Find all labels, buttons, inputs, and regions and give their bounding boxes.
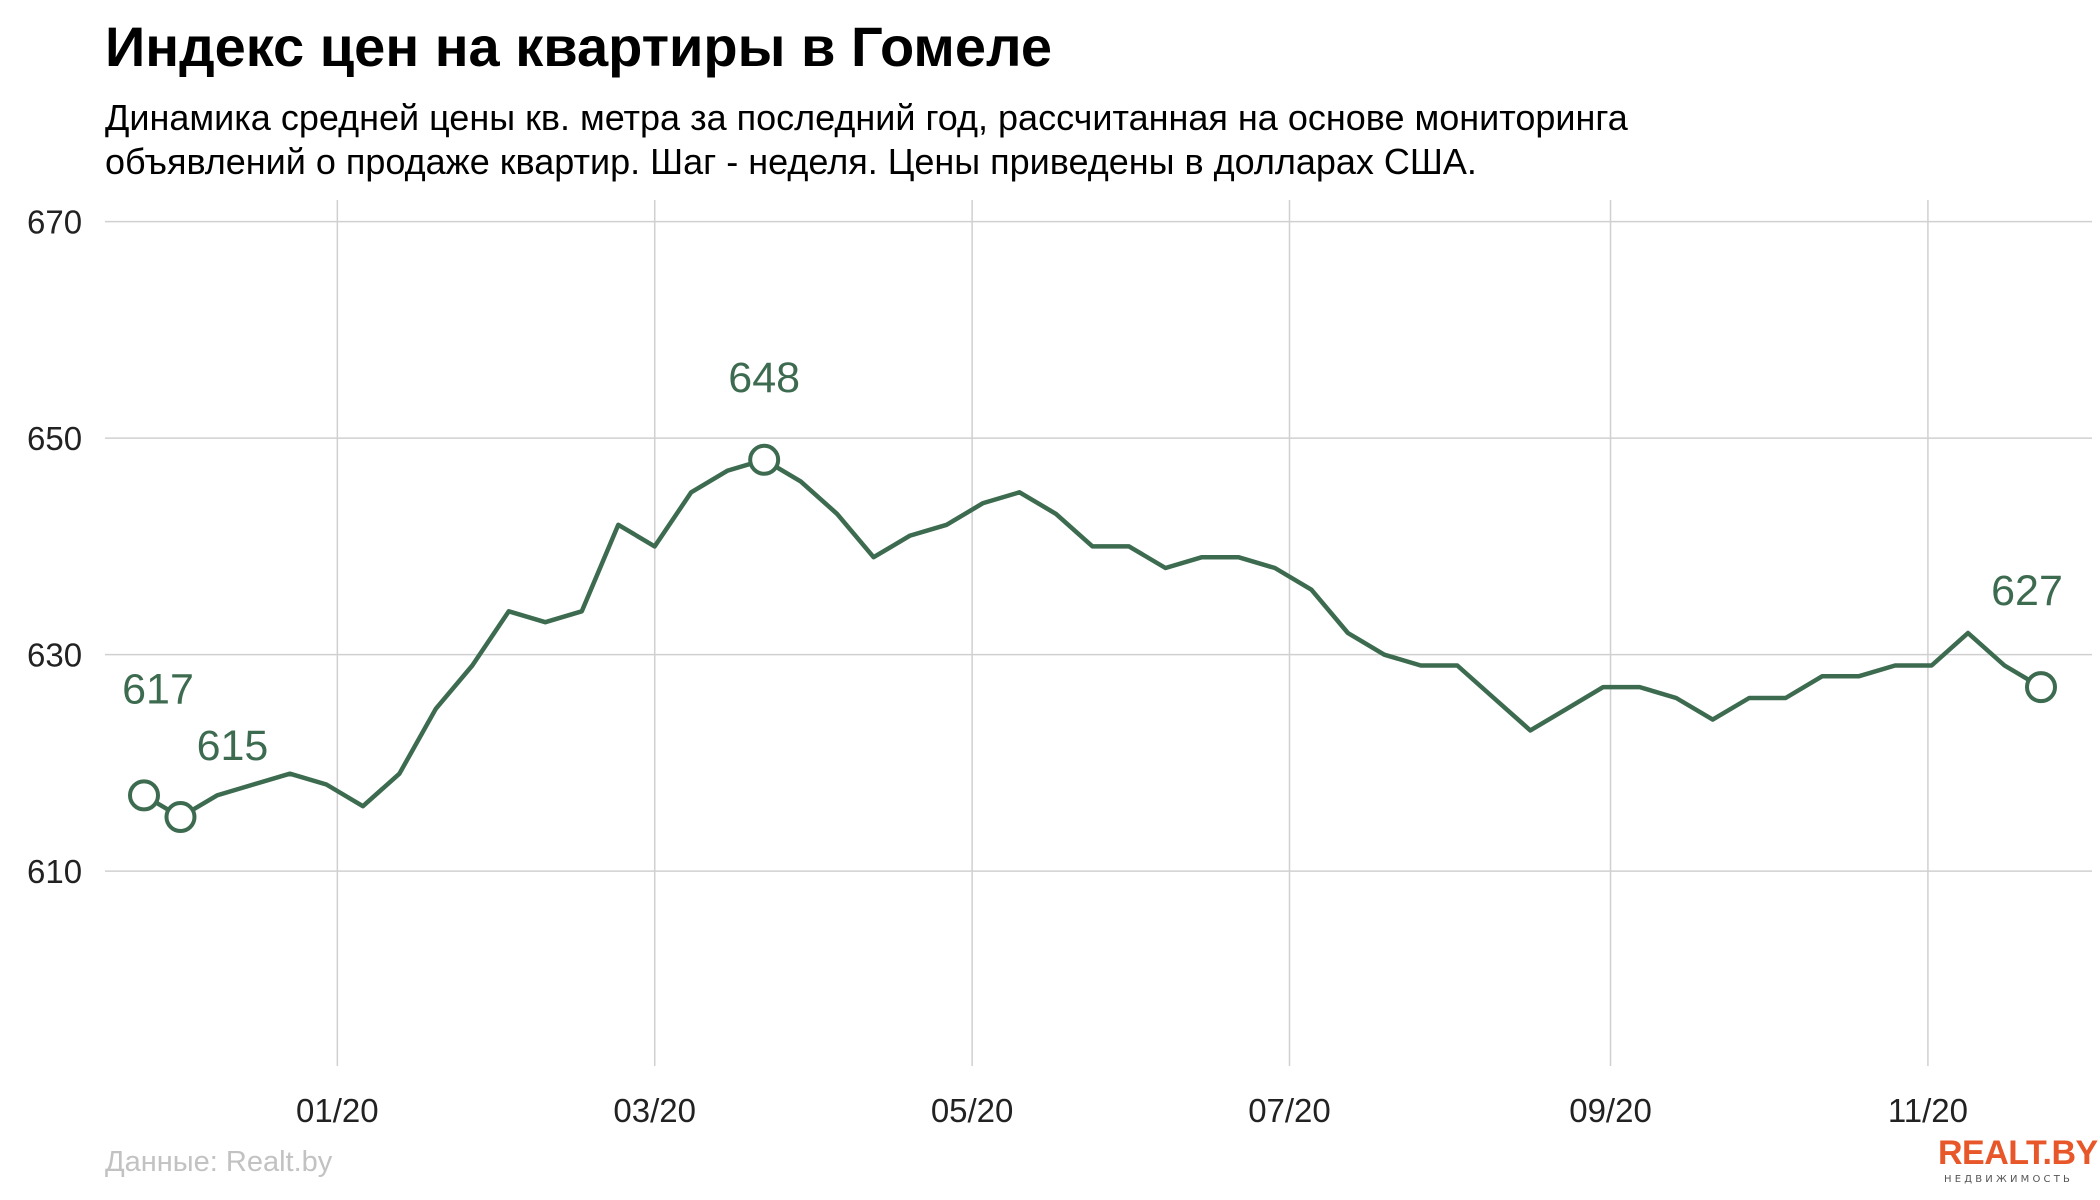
series-line <box>141 457 2044 820</box>
realt-by-logo: REALT.BY НЕДВИЖИМОСТЬ <box>1938 1134 2098 1190</box>
annotated-point-marker <box>748 443 781 476</box>
series-layer <box>141 457 2044 820</box>
y-tick-label: 670 <box>27 204 82 241</box>
chart-subtitle: Динамика средней цены кв. метра за после… <box>105 96 1805 184</box>
y-tick-label: 630 <box>27 637 82 674</box>
data-source-note: Данные: Realt.by <box>105 1146 333 1178</box>
annotated-point-marker <box>128 779 160 812</box>
annotated-point-marker <box>2025 671 2057 704</box>
logo-tagline: НЕДВИЖИМОСТЬ <box>1944 1174 2074 1185</box>
y-tick-label: 650 <box>27 420 82 457</box>
grid-layer <box>105 200 2092 1066</box>
data-label: 617 <box>122 665 194 713</box>
x-tick-label: 09/20 <box>1569 1092 1652 1129</box>
x-tick-label: 11/20 <box>1888 1092 1968 1129</box>
data-label: 648 <box>728 354 800 402</box>
x-tick-label: 05/20 <box>931 1092 1014 1129</box>
x-tick-label: 01/20 <box>296 1092 379 1129</box>
x-tick-label: 07/20 <box>1248 1092 1331 1129</box>
axis-labels: 610 630 650 670 01/20 03/20 05/20 07/20 09/20 11/… <box>27 204 1968 1129</box>
y-tick-label: 610 <box>27 853 82 890</box>
x-tick-label: 03/20 <box>613 1092 696 1129</box>
data-label: 615 <box>197 722 269 770</box>
subtitle-line-2: объявлений о продаже квартир. Шаг - неде… <box>105 141 1477 182</box>
logo-wordmark: REALT.BY <box>1938 1134 2098 1172</box>
annotated-point-marker <box>164 801 197 834</box>
data-label: 627 <box>1991 567 2063 615</box>
chart-title: Индекс цен на квартиры в Гомеле <box>105 15 1052 78</box>
subtitle-line-1: Динамика средней цены кв. метра за после… <box>105 97 1628 138</box>
